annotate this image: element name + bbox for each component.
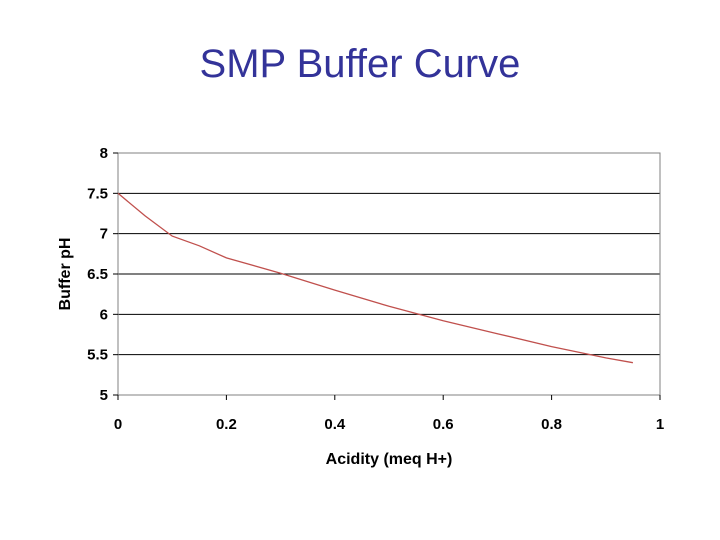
x-tick-label: 0.8 [541,416,562,433]
slide-title: SMP Buffer Curve [199,42,521,86]
x-axis-title: Acidity (meq H+) [326,451,453,468]
x-tick-label: 1 [656,416,664,433]
x-axis-ticks: 0 0.2 0.4 0.6 0.8 1 [114,395,664,433]
x-tick-label: 0.2 [216,416,237,433]
y-tick-label: 8 [100,145,108,162]
y-tick-label: 6.5 [87,266,108,283]
series-line-buffer-ph [117,192,634,364]
y-axis-title: Buffer pH [57,238,74,311]
y-tick-label: 6 [100,306,108,323]
grid-lines [118,152,660,396]
y-tick-label: 7.5 [87,185,108,202]
y-axis-ticks: 5 5.5 6 6.5 7 7.5 8 [87,145,118,404]
x-tick-label: 0 [114,416,122,433]
y-tick-label: 5 [100,387,108,404]
y-tick-label: 7 [100,226,108,243]
x-tick-label: 0.6 [433,416,454,433]
x-tick-label: 0.4 [324,416,346,433]
y-tick-label: 5.5 [87,347,108,364]
